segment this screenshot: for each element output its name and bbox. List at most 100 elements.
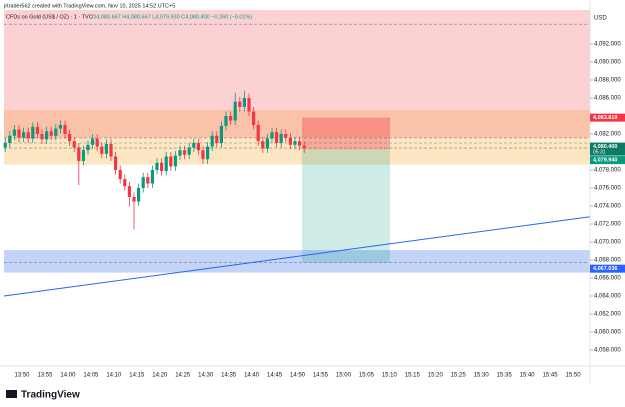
price-label-box bbox=[590, 156, 625, 165]
target-box bbox=[302, 149, 390, 263]
candle-body bbox=[72, 141, 76, 148]
candle-body bbox=[127, 186, 131, 197]
price-label: 4,083.819 bbox=[593, 115, 617, 121]
candle-body bbox=[164, 156, 168, 171]
credit: jrtrader562 created with TradingView.com… bbox=[3, 3, 175, 9]
candle-body bbox=[45, 131, 49, 140]
x-tick-label: 14:35 bbox=[221, 373, 237, 379]
x-tick-label: 15:35 bbox=[497, 373, 513, 379]
candle-body bbox=[68, 134, 72, 142]
candle-body bbox=[293, 141, 297, 145]
x-tick-label: 15:05 bbox=[359, 373, 375, 379]
plot-area bbox=[3, 10, 591, 297]
candle-body bbox=[54, 128, 58, 136]
candle-body bbox=[196, 143, 200, 151]
candle-body bbox=[91, 138, 95, 145]
price-label-countdown: 05:31 bbox=[593, 149, 606, 155]
candle-body bbox=[187, 147, 191, 155]
x-tick-label: 14:40 bbox=[244, 373, 260, 379]
candle-body bbox=[104, 143, 108, 154]
candle-body bbox=[63, 125, 67, 135]
candle-body bbox=[150, 169, 154, 184]
y-tick-label: 4,070.000 bbox=[594, 240, 621, 246]
y-tick-label: 4,062.000 bbox=[594, 312, 621, 318]
x-tick-label: 14:50 bbox=[290, 373, 306, 379]
logo: TradingView bbox=[6, 390, 80, 401]
y-tick-label: 4,090.000 bbox=[594, 60, 621, 66]
candle-body bbox=[173, 155, 177, 167]
y-tick-label: 4,088.000 bbox=[594, 78, 621, 84]
x-tick-label: 14:30 bbox=[198, 373, 214, 379]
x-tick-label: 14:15 bbox=[129, 373, 145, 379]
x-tick-label: 15:40 bbox=[520, 373, 536, 379]
candle-body bbox=[247, 98, 251, 112]
candle-body bbox=[270, 132, 274, 139]
y-tick-label: 4,078.000 bbox=[594, 168, 621, 174]
candle-body bbox=[146, 177, 150, 184]
y-tick-label: 4,074.000 bbox=[594, 204, 621, 210]
y-tick-label: 4,058.000 bbox=[594, 348, 621, 354]
candle-body bbox=[8, 135, 12, 144]
price-label: 4,079.940 bbox=[593, 158, 617, 164]
price-label: 4,080.400 bbox=[593, 144, 617, 150]
candle-body bbox=[206, 146, 210, 160]
candle-body bbox=[31, 126, 35, 139]
price-label-box bbox=[590, 142, 625, 156]
x-tick-label: 15:15 bbox=[405, 373, 421, 379]
candle-body bbox=[169, 156, 173, 167]
candle-body bbox=[275, 132, 279, 144]
candle-body bbox=[17, 129, 21, 138]
candle-body bbox=[284, 134, 288, 138]
x-tick-label: 14:45 bbox=[267, 373, 283, 379]
candle-body bbox=[242, 98, 246, 108]
x-tick-label: 15:45 bbox=[543, 373, 559, 379]
price-label-box bbox=[590, 264, 625, 273]
candle-body bbox=[49, 131, 53, 136]
candle-body bbox=[261, 141, 265, 149]
x-tick-label: 14:20 bbox=[152, 373, 168, 379]
x-tick-label: 14:00 bbox=[60, 373, 76, 379]
candle-body bbox=[256, 125, 260, 142]
candle-body bbox=[58, 125, 62, 129]
y-tick-label: 4,068.000 bbox=[594, 258, 621, 264]
stop-box bbox=[302, 117, 390, 150]
candle-body bbox=[123, 178, 127, 187]
x-tick-label: 15:25 bbox=[451, 373, 467, 379]
candle-body bbox=[118, 169, 122, 179]
y-tick-label: 4,072.000 bbox=[594, 222, 621, 228]
currency: USD bbox=[594, 16, 607, 22]
candle-body bbox=[77, 147, 81, 161]
x-tick-label: 15:30 bbox=[474, 373, 490, 379]
logo-icon bbox=[6, 390, 17, 398]
trend-line bbox=[3, 216, 591, 297]
y-tick-label: 4,086.000 bbox=[594, 96, 621, 102]
candle-body bbox=[229, 116, 233, 121]
candle-body bbox=[288, 137, 292, 145]
candle-body bbox=[100, 146, 104, 154]
zone bbox=[4, 109, 590, 138]
x-tick-label: 15:10 bbox=[382, 373, 398, 379]
zone bbox=[4, 10, 590, 110]
y-tick-label: 4,076.000 bbox=[594, 186, 621, 192]
x-tick-label: 15:20 bbox=[428, 373, 444, 379]
x-tick-label: 14:25 bbox=[175, 373, 191, 379]
candle-body bbox=[86, 144, 90, 151]
candle-body bbox=[298, 141, 302, 146]
candle-body bbox=[132, 196, 136, 202]
x-tick-label: 13:50 bbox=[14, 373, 30, 379]
candle-body bbox=[302, 145, 306, 149]
candle-body bbox=[12, 129, 16, 136]
candle-body bbox=[183, 150, 187, 155]
candle-body bbox=[252, 111, 256, 126]
logo-text: TradingView bbox=[21, 390, 80, 401]
y-tick-label: 4,060.000 bbox=[594, 330, 621, 336]
candle-body bbox=[81, 150, 85, 161]
candle-body bbox=[95, 138, 99, 147]
candle-body bbox=[279, 134, 283, 144]
candle-body bbox=[215, 135, 219, 144]
candle-body bbox=[178, 150, 182, 156]
candle-body bbox=[3, 143, 7, 148]
x-tick-label: 13:55 bbox=[37, 373, 53, 379]
candle-body bbox=[141, 177, 145, 188]
symbol: CFDs on Gold (US$ / OZ) · 1 · TVC bbox=[6, 14, 93, 20]
